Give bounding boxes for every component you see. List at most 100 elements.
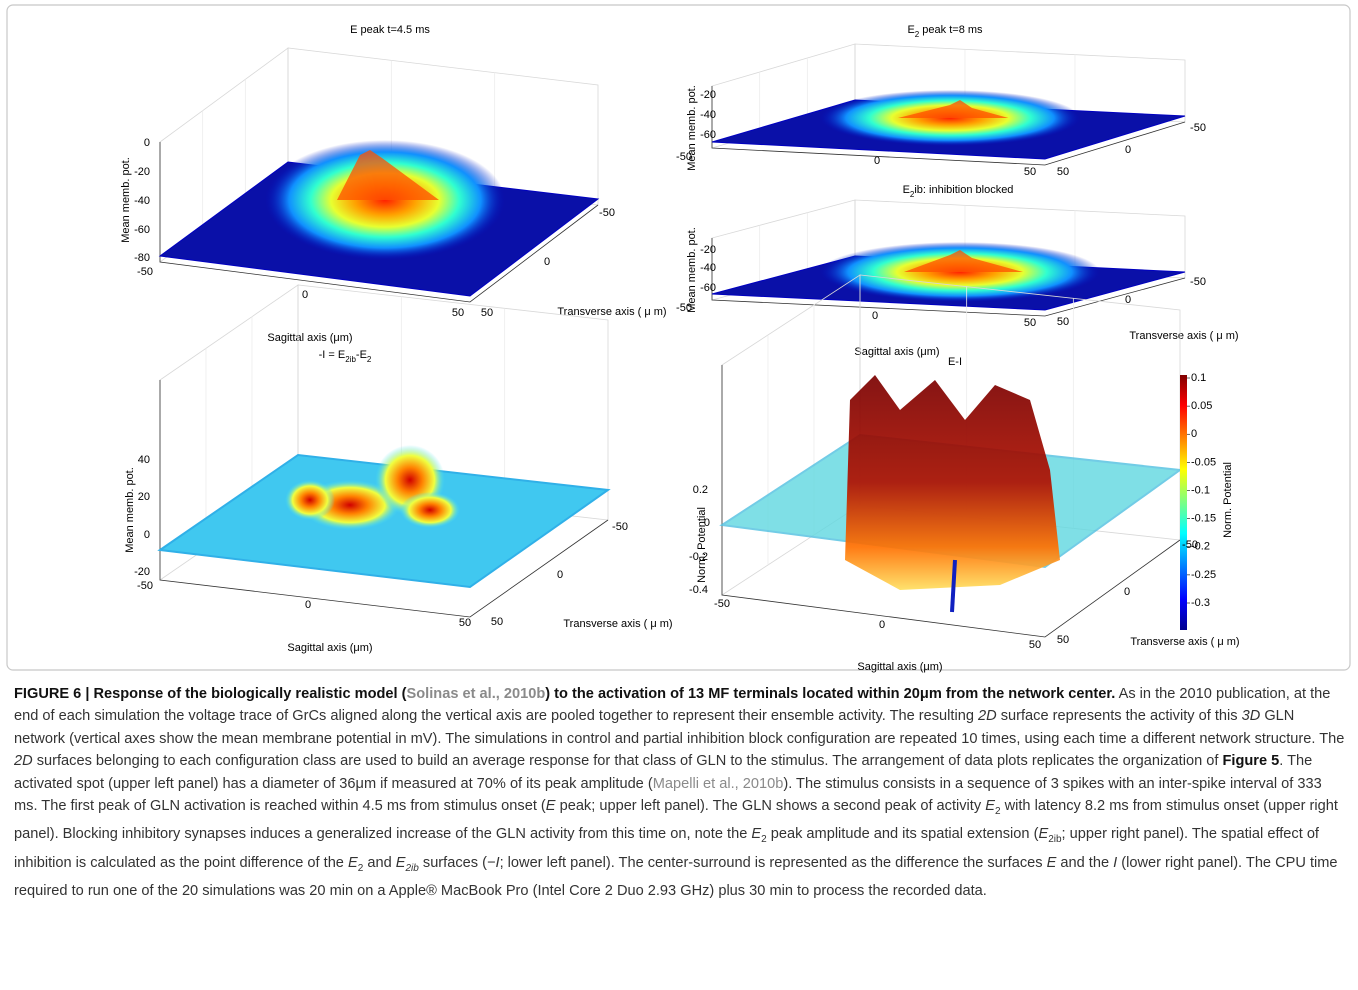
- surface-peak: [904, 250, 1023, 272]
- sagittal-tick-label: 50: [459, 617, 471, 629]
- transverse-tick-label: 50: [481, 307, 493, 319]
- panel-title: E peak t=4.5 ms: [350, 24, 430, 36]
- transverse-axis-label: Transverse axis ( μ m): [1130, 636, 1239, 648]
- axis-line: [711, 238, 1186, 317]
- sagittal-tick-label: 50: [1029, 639, 1041, 651]
- caption-run: 2D: [14, 753, 33, 770]
- z-axis-label: Norm. Potential: [696, 507, 708, 583]
- z-axis-label: Mean memb. pot.: [124, 467, 136, 553]
- caption-run: peak; upper left panel). The GLN shows a…: [555, 798, 986, 815]
- sagittal-tick-label: 0: [874, 155, 880, 167]
- colorbar-tick-label: 0.1: [1191, 372, 1206, 384]
- colorbar-tick-label: -0.2: [1191, 541, 1210, 553]
- caption-run[interactable]: Mapelli et al., 2010b: [652, 775, 784, 792]
- z-tick-label: 20: [138, 491, 150, 503]
- sagittal-tick-label: 0: [302, 289, 308, 301]
- text-run: -I = E: [319, 349, 346, 361]
- caption-run: E: [1038, 826, 1049, 843]
- transverse-tick-label: -50: [599, 207, 615, 219]
- z-tick-label: -20: [134, 566, 150, 578]
- transverse-tick-label: 0: [544, 256, 550, 268]
- text-run: 2: [915, 30, 920, 39]
- z-tick-label: 0: [704, 517, 710, 529]
- surface-spike: [950, 559, 957, 613]
- z-tick-label: -40: [700, 109, 716, 121]
- axis-line: [159, 142, 599, 303]
- z-tick-label: -0.4: [689, 584, 708, 596]
- sagittal-tick-label: 50: [1024, 166, 1036, 178]
- z-tick-label: 0: [144, 137, 150, 149]
- caption-run: with latency 8.2 ms from stimulus onset …: [14, 798, 1338, 843]
- panel: [158, 47, 600, 303]
- panel: [157, 284, 611, 618]
- z-tick-label: -20: [134, 166, 150, 178]
- z-tick-label: -20: [700, 244, 716, 256]
- panel: [719, 274, 1190, 638]
- caption-run: ; upper right panel). The spatial effect…: [14, 826, 1319, 871]
- z-tick-label: 40: [138, 454, 150, 466]
- z-tick-label: 0: [144, 529, 150, 541]
- caption-run[interactable]: Solinas et al., 2010b: [406, 686, 546, 702]
- transverse-tick-label: 50: [491, 616, 503, 628]
- colorbar-tick-label: 0: [1191, 428, 1197, 440]
- sagittal-tick-label: 0: [879, 619, 885, 631]
- sagittal-tick-label: -50: [676, 151, 692, 163]
- z-tick-label: -0.2: [689, 551, 708, 563]
- transverse-tick-label: 50: [1057, 316, 1069, 328]
- text-run: 2ib: [345, 355, 356, 364]
- transverse-tick-label: 50: [1057, 166, 1069, 178]
- z-tick-label: -40: [134, 195, 150, 207]
- caption-run: FIGURE 6 | Response of the biologically …: [14, 686, 407, 702]
- figure-frame: [6, 4, 1351, 671]
- text-run: -E: [356, 349, 367, 361]
- caption-run: 2D: [978, 708, 997, 725]
- panel: [711, 43, 1186, 166]
- caption-run: As in the 2010 publication, at the end o…: [14, 686, 1331, 725]
- z-tick-label: -40: [700, 262, 716, 274]
- transverse-tick-label: 0: [1124, 586, 1130, 598]
- axis-line: [159, 380, 609, 618]
- caption-run: peak amplitude and its spatial extension…: [766, 826, 1039, 843]
- caption-run: ) to the activation of 13 MF terminals l…: [545, 686, 1116, 702]
- transverse-tick-label: -50: [1182, 539, 1198, 551]
- colorbar-tick-label: -0.25: [1191, 569, 1216, 581]
- caption-run: 2: [357, 862, 364, 874]
- caption-run: E: [395, 854, 406, 871]
- sagittal-tick-label: -50: [676, 302, 692, 314]
- transverse-axis-label: Transverse axis ( μ m): [563, 618, 672, 630]
- surface-peak: [898, 100, 1009, 118]
- sagittal-tick-label: 0: [872, 310, 878, 322]
- panel-title: -I = E2ib-E2: [319, 349, 372, 364]
- surface-spot: [400, 492, 460, 528]
- surface-spot: [285, 480, 335, 520]
- caption-run: surface represents the activity of this: [996, 708, 1242, 725]
- text-run: E: [907, 24, 914, 36]
- sagittal-tick-label: -50: [714, 598, 730, 610]
- caption-run: Figure 5: [1222, 753, 1280, 770]
- panel-title: E-I: [948, 356, 962, 368]
- caption-run: and: [363, 854, 396, 871]
- caption-run: I: [495, 854, 500, 871]
- transverse-tick-label: -50: [1190, 122, 1206, 134]
- z-tick-label: -60: [700, 129, 716, 141]
- sagittal-tick-label: 0: [305, 599, 311, 611]
- caption-run: 2: [761, 834, 767, 846]
- text-run: ib: inhibition blocked: [914, 184, 1013, 196]
- caption-run: 2: [994, 805, 1001, 817]
- transverse-axis-label: Transverse axis ( μ m): [557, 306, 666, 318]
- caption-run: I: [1113, 854, 1118, 871]
- z-tick-label: -80: [134, 252, 150, 264]
- z-axis-label: Mean memb. pot.: [686, 227, 698, 313]
- panel-title: E2ib: inhibition blocked: [903, 184, 1014, 199]
- caption-run: and the: [1056, 854, 1114, 871]
- axis-line: [721, 365, 1181, 638]
- transverse-tick-label: -50: [612, 521, 628, 533]
- caption-run: GLN network (vertical axes show the mean…: [14, 708, 1345, 747]
- caption-run: 2ib: [405, 862, 419, 874]
- surface-tower: [845, 375, 1060, 590]
- caption-run: surfaces (−: [418, 854, 496, 871]
- transverse-tick-label: 0: [1125, 294, 1131, 306]
- colorbar-tick-label: -0.3: [1191, 597, 1210, 609]
- caption-run: E: [985, 798, 995, 815]
